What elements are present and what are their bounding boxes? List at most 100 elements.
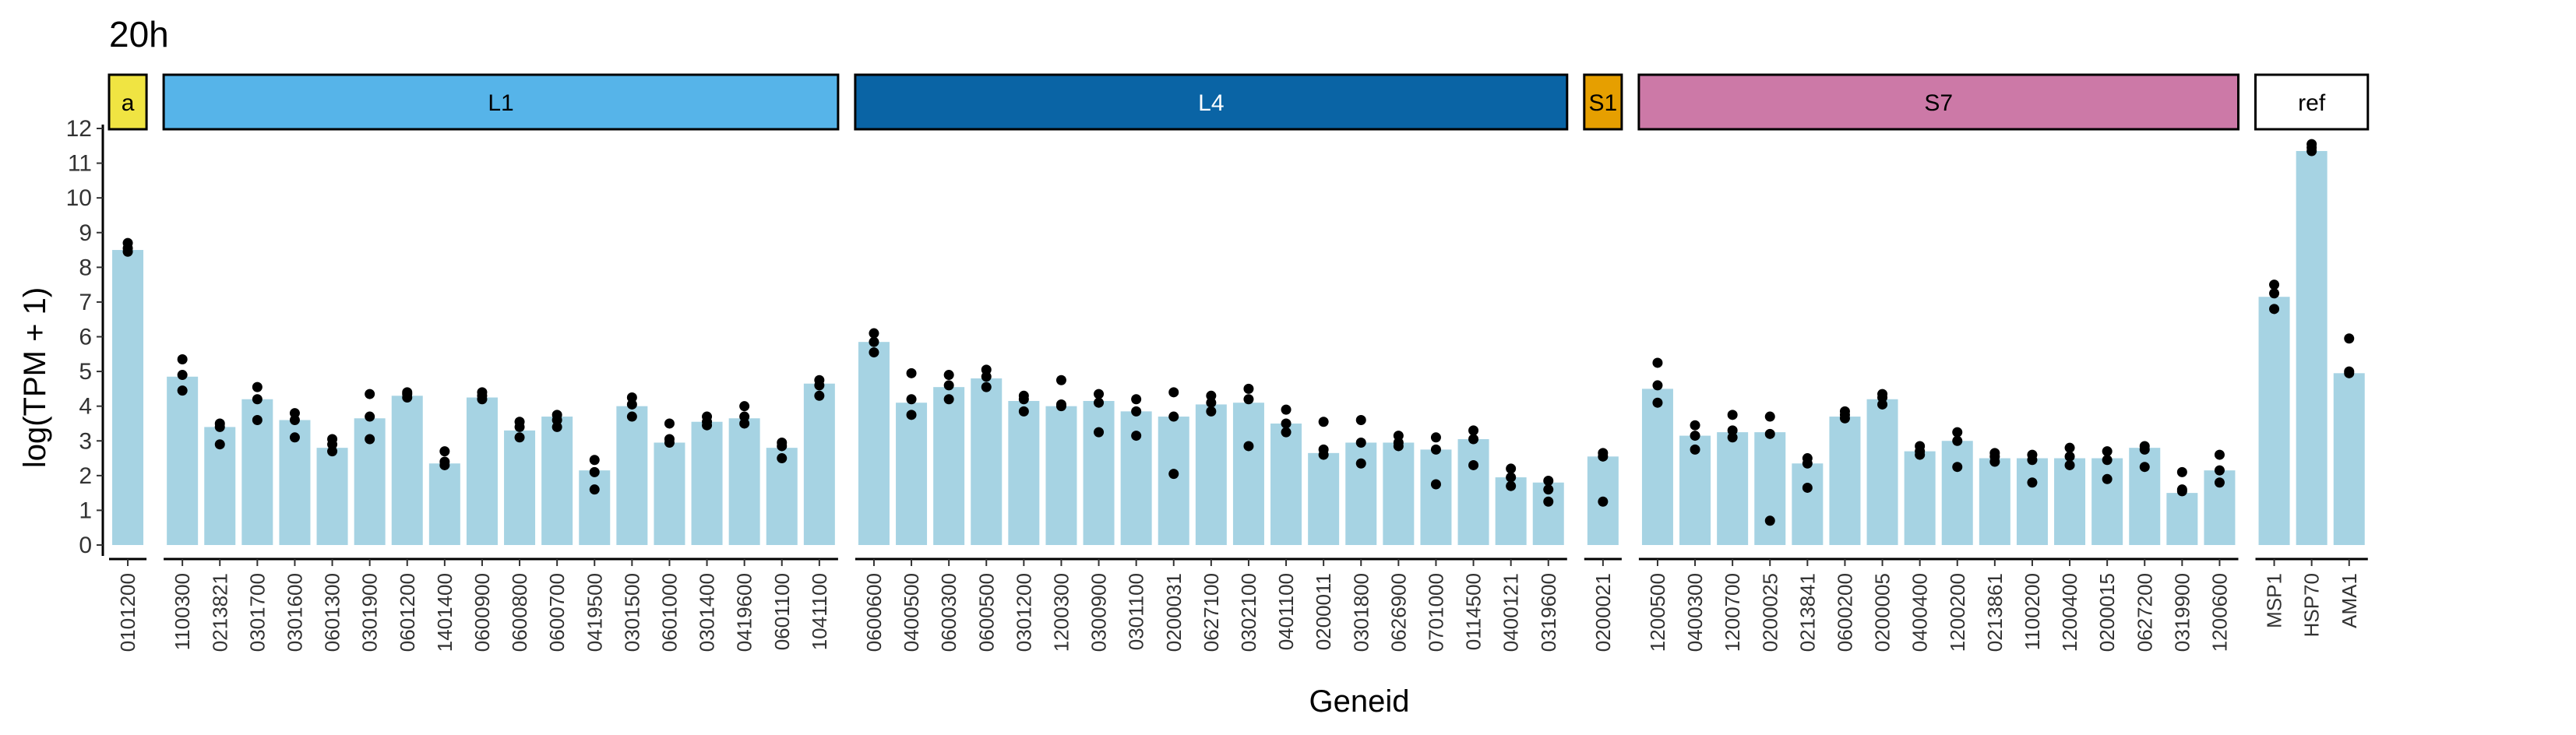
data-point (626, 399, 637, 410)
bar (896, 403, 928, 545)
x-tick-label: 0600200 (1833, 573, 1856, 652)
bar (1829, 417, 1861, 545)
data-point (1468, 434, 1479, 445)
x-tick-label: 0301800 (1349, 573, 1373, 652)
y-tick-label: 6 (79, 325, 92, 350)
x-tick-label: 1041100 (808, 573, 831, 650)
data-point (477, 387, 488, 398)
data-point (2027, 449, 2038, 460)
data-point (1506, 480, 1517, 491)
x-tick-label: 0600500 (974, 573, 998, 652)
facet-strip-label: L4 (1198, 90, 1224, 116)
data-point (1243, 383, 1254, 394)
data-point (589, 484, 600, 495)
data-point (906, 410, 917, 420)
data-point (1131, 431, 1142, 441)
data-point (1018, 390, 1029, 401)
x-tick-label: 0400121 (1499, 573, 1523, 652)
x-tick-label: 0301100 (1125, 573, 1148, 650)
data-point (1355, 437, 1366, 448)
facet-panels: a 0101200 L1 1100300 0213821 0301700 0301600 06… (107, 73, 2370, 652)
data-point (1764, 411, 1775, 422)
data-point (365, 389, 375, 399)
facet-s7: S7 1200500 0400300 1200700 0200025 0213841 060… (1637, 73, 2239, 652)
data-point (1206, 406, 1217, 417)
bar (1641, 389, 1673, 545)
y-tick-label: 9 (79, 220, 92, 246)
data-point (664, 418, 675, 429)
data-point (1952, 427, 1963, 438)
x-tick-label: 0200011 (1312, 573, 1335, 650)
bar (2054, 458, 2086, 545)
y-axis-title: log(TPM + 1) (18, 287, 52, 468)
data-point (2269, 280, 2280, 290)
data-point (1243, 394, 1254, 405)
facet-strip (107, 73, 148, 131)
data-point (2027, 477, 2038, 488)
facet-l1: L1 1100300 0213821 0301700 0301600 0601300 030… (162, 73, 840, 652)
x-tick-label: 0601300 (321, 573, 344, 652)
data-point (2176, 466, 2187, 477)
data-point (981, 382, 992, 392)
data-point (2269, 288, 2280, 299)
x-tick-label: 0400500 (900, 573, 923, 652)
data-point (739, 418, 750, 429)
data-point (626, 411, 637, 422)
bar (971, 378, 1003, 545)
data-point (1802, 482, 1813, 493)
data-point (214, 418, 225, 429)
data-point (981, 364, 992, 375)
x-tick-label: 0301200 (1012, 573, 1035, 652)
x-tick-label: 0601200 (396, 573, 419, 652)
y-tick-label: 11 (68, 151, 92, 177)
data-point (1430, 444, 1441, 455)
facet-strip-label: L1 (488, 90, 513, 116)
facet-strip (2254, 73, 2370, 131)
bar (766, 448, 798, 545)
bar (1457, 439, 1489, 545)
x-tick-label: 1200200 (1946, 573, 1969, 652)
data-point (2102, 446, 2113, 457)
facet-strip (1637, 73, 2239, 131)
facet-strip-label: S7 (1924, 90, 1953, 116)
data-point (702, 411, 713, 422)
data-point (777, 453, 788, 464)
data-point (1727, 432, 1738, 443)
data-point (252, 382, 263, 392)
data-point (327, 434, 338, 445)
data-point (289, 408, 300, 419)
data-point (1598, 496, 1609, 507)
data-point (1131, 406, 1142, 417)
data-point (365, 434, 375, 445)
data-point (551, 410, 562, 420)
bar (1345, 442, 1377, 545)
data-point (1506, 463, 1517, 474)
x-tick-label: 0419600 (733, 573, 756, 652)
data-point (906, 394, 917, 405)
data-point (1355, 458, 1366, 469)
data-point (402, 387, 413, 398)
x-tick-label: 0213821 (208, 573, 231, 652)
data-point (1690, 420, 1700, 431)
data-point (365, 411, 375, 422)
data-point (1543, 496, 1554, 507)
data-point (1393, 437, 1404, 448)
data-point (1168, 411, 1179, 422)
data-point (626, 392, 637, 403)
data-point (551, 421, 562, 432)
bar (504, 430, 536, 545)
bar (1232, 403, 1264, 545)
bar (1792, 463, 1824, 545)
data-point (289, 432, 300, 443)
data-point (1543, 476, 1554, 487)
data-point (943, 394, 954, 405)
y-tick-label: 10 (66, 185, 92, 211)
bar (1420, 449, 1452, 545)
facet-strip-label: S1 (1588, 90, 1617, 116)
data-point (1506, 472, 1517, 483)
data-point (2102, 455, 2113, 466)
data-point (439, 456, 450, 467)
data-point (1318, 444, 1329, 455)
data-point (814, 390, 825, 401)
x-tick-label: 0400300 (1683, 573, 1707, 652)
